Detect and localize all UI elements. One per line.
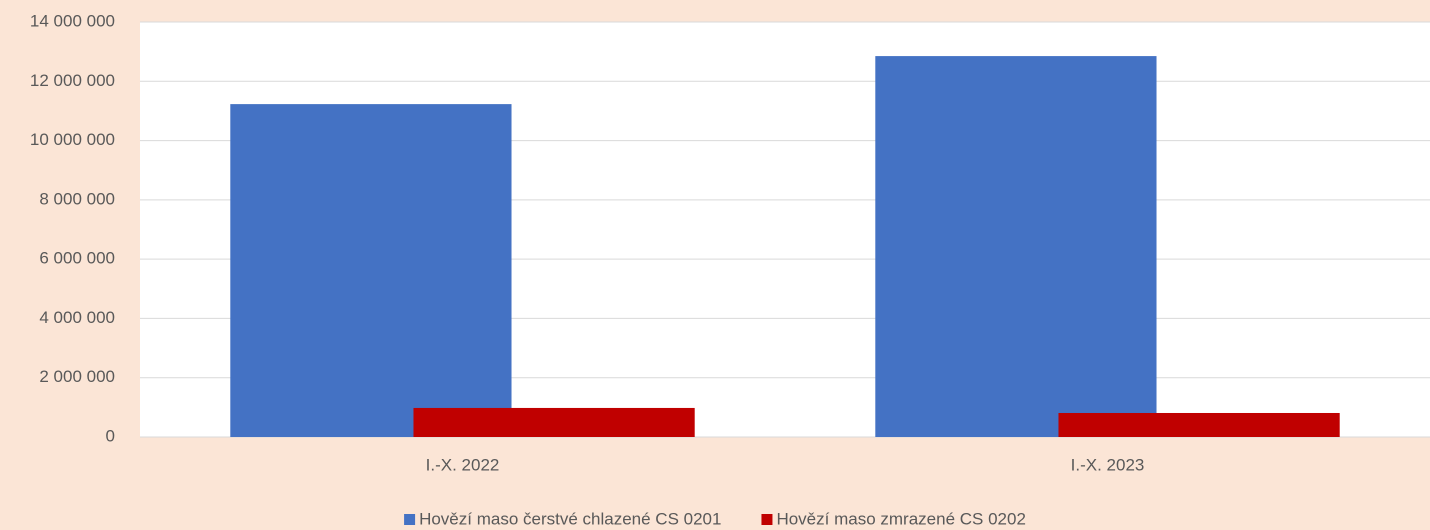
- legend-label: Hovězí maso čerstvé chlazené CS 0201: [419, 509, 721, 528]
- bar: [1058, 412, 1340, 437]
- x-tick-label: I.-X. 2023: [1071, 455, 1145, 474]
- bar: [875, 56, 1157, 437]
- y-tick-label: 2 000 000: [39, 367, 115, 386]
- legend-label: Hovězí maso zmrazené CS 0202: [776, 509, 1025, 528]
- y-tick-label: 10 000 000: [30, 130, 115, 149]
- y-tick-label: 14 000 000: [30, 11, 115, 30]
- x-tick-label: I.-X. 2022: [426, 455, 500, 474]
- legend-swatch: [761, 514, 773, 525]
- y-tick-label: 4 000 000: [39, 308, 115, 327]
- y-tick-label: 6 000 000: [39, 249, 115, 268]
- y-tick-label: 0: [106, 426, 115, 445]
- bar: [230, 104, 512, 437]
- legend-swatch: [404, 514, 416, 525]
- y-tick-label: 12 000 000: [30, 71, 115, 90]
- bar: [413, 407, 695, 437]
- y-tick-label: 8 000 000: [39, 189, 115, 208]
